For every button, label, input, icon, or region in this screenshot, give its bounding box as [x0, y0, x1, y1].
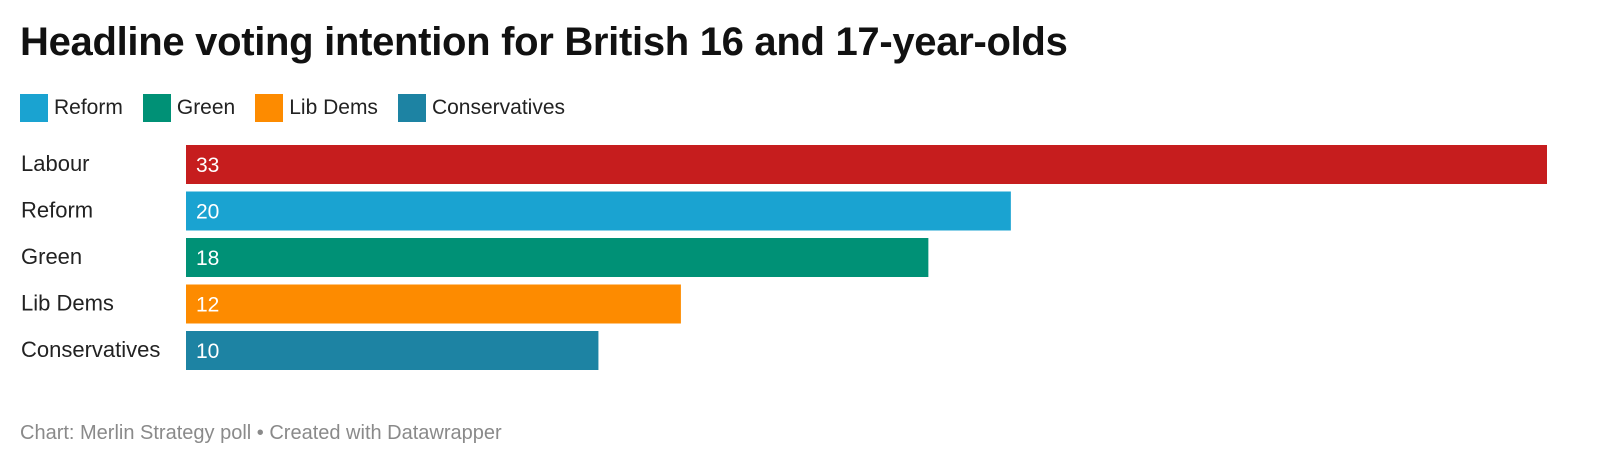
- legend-item-reform: Reform: [20, 94, 123, 122]
- value-label-lib-dems: 12: [196, 294, 219, 317]
- source-note: Chart: Merlin Strategy poll: [20, 422, 252, 444]
- chart-footer: Chart: Merlin Strategy poll • Created wi…: [20, 422, 502, 445]
- value-label-conservatives: 10: [196, 340, 219, 363]
- legend-swatch: [255, 94, 284, 122]
- value-label-reform: 20: [196, 201, 219, 224]
- legend-swatch: [397, 94, 426, 122]
- bar-labour: [186, 145, 1547, 184]
- category-label-green: Green: [21, 244, 82, 269]
- legend-item-conservatives: Conservatives: [397, 94, 565, 122]
- bar-green: [186, 238, 929, 277]
- category-label-conservatives: Conservatives: [21, 337, 160, 362]
- legend-item-lib-dems: Lib Dems: [255, 94, 378, 122]
- legend-label: Conservatives: [431, 96, 565, 119]
- bar-conservatives: [186, 331, 599, 370]
- datawrapper-credit-link[interactable]: Created with Datawrapper: [269, 422, 502, 444]
- legend-label: Green: [176, 96, 236, 119]
- footer-separator: •: [256, 422, 264, 444]
- category-label-lib-dems: Lib Dems: [21, 291, 114, 316]
- category-label-reform: Reform: [21, 198, 93, 223]
- legend-swatch: [142, 94, 171, 122]
- value-label-labour: 33: [196, 154, 219, 177]
- category-label-labour: Labour: [21, 151, 90, 176]
- legend-label: Lib Dems: [289, 96, 378, 119]
- bar-chart: Labour 33 Reform 20 Green 18 Lib Dems 12 Conserv…: [21, 145, 1547, 370]
- bar-reform: [186, 191, 1011, 231]
- legend-label: Reform: [54, 96, 123, 119]
- value-label-green: 18: [196, 247, 219, 270]
- legend-swatch: [20, 94, 48, 122]
- bar-lib-dems: [186, 284, 681, 324]
- legend-item-green: Green: [142, 94, 236, 122]
- chart-title: Headline voting intention for British 16…: [20, 20, 1068, 64]
- chart-legend: Reform Green Lib Dems Conservatives: [20, 94, 585, 122]
